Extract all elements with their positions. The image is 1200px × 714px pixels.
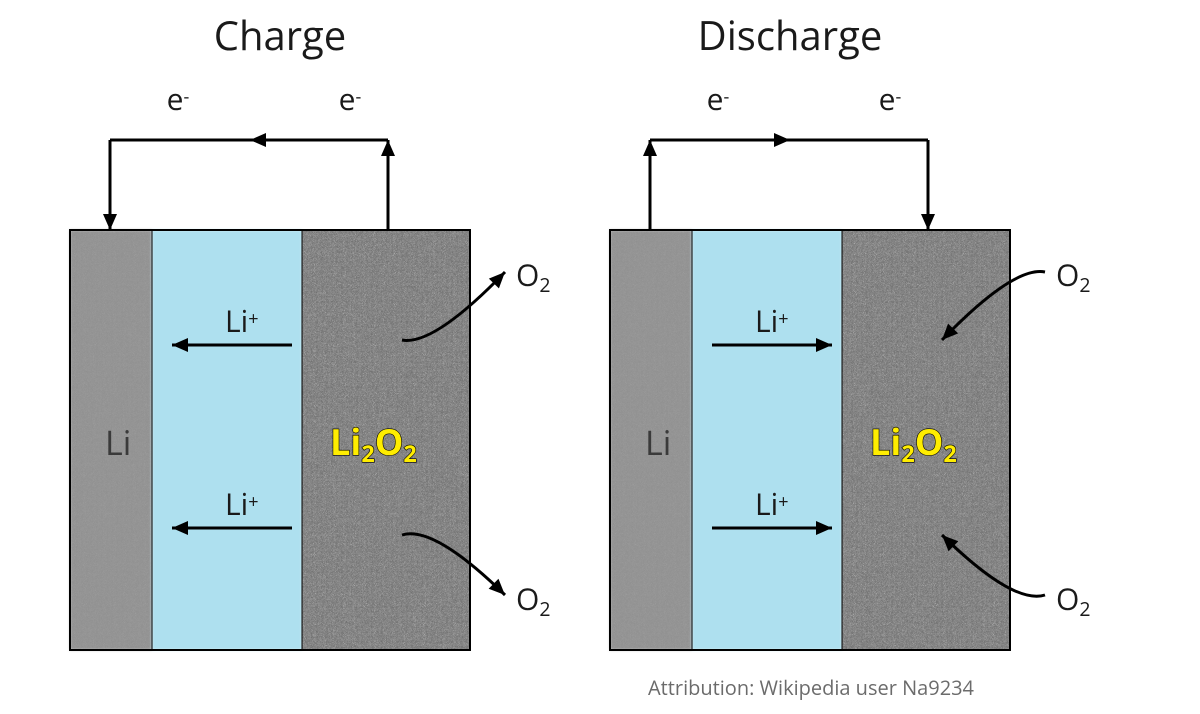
electron-label: e- [707,78,730,119]
diagram-stage: ChargeLiLi2O2e-e-Li+Li+O2O2DischargeLiLi… [0,0,1200,714]
arrow-head [921,214,935,230]
arrow-head [103,214,117,230]
diagram-svg: ChargeLiLi2O2e-e-Li+Li+O2O2DischargeLiLi… [0,0,1200,714]
attribution-text: Attribution: Wikipedia user Na9234 [648,674,974,701]
o2-label: O2 [516,578,551,622]
arrow-head [381,140,395,156]
electron-label: e- [339,78,362,119]
electron-label: e- [879,78,902,119]
electrolyte [152,230,302,650]
electrolyte [692,230,842,650]
o2-label: O2 [516,254,551,298]
o2-label: O2 [1056,578,1091,622]
li-label: Li [105,419,131,465]
arrow-head [250,133,266,147]
arrow-head [774,133,790,147]
o2-label: O2 [1056,254,1091,298]
electron-label: e- [167,78,190,119]
arrow-head [643,140,657,156]
li-label: Li [645,419,671,465]
panel-title: Discharge [698,7,883,62]
panel-title: Charge [214,7,346,62]
